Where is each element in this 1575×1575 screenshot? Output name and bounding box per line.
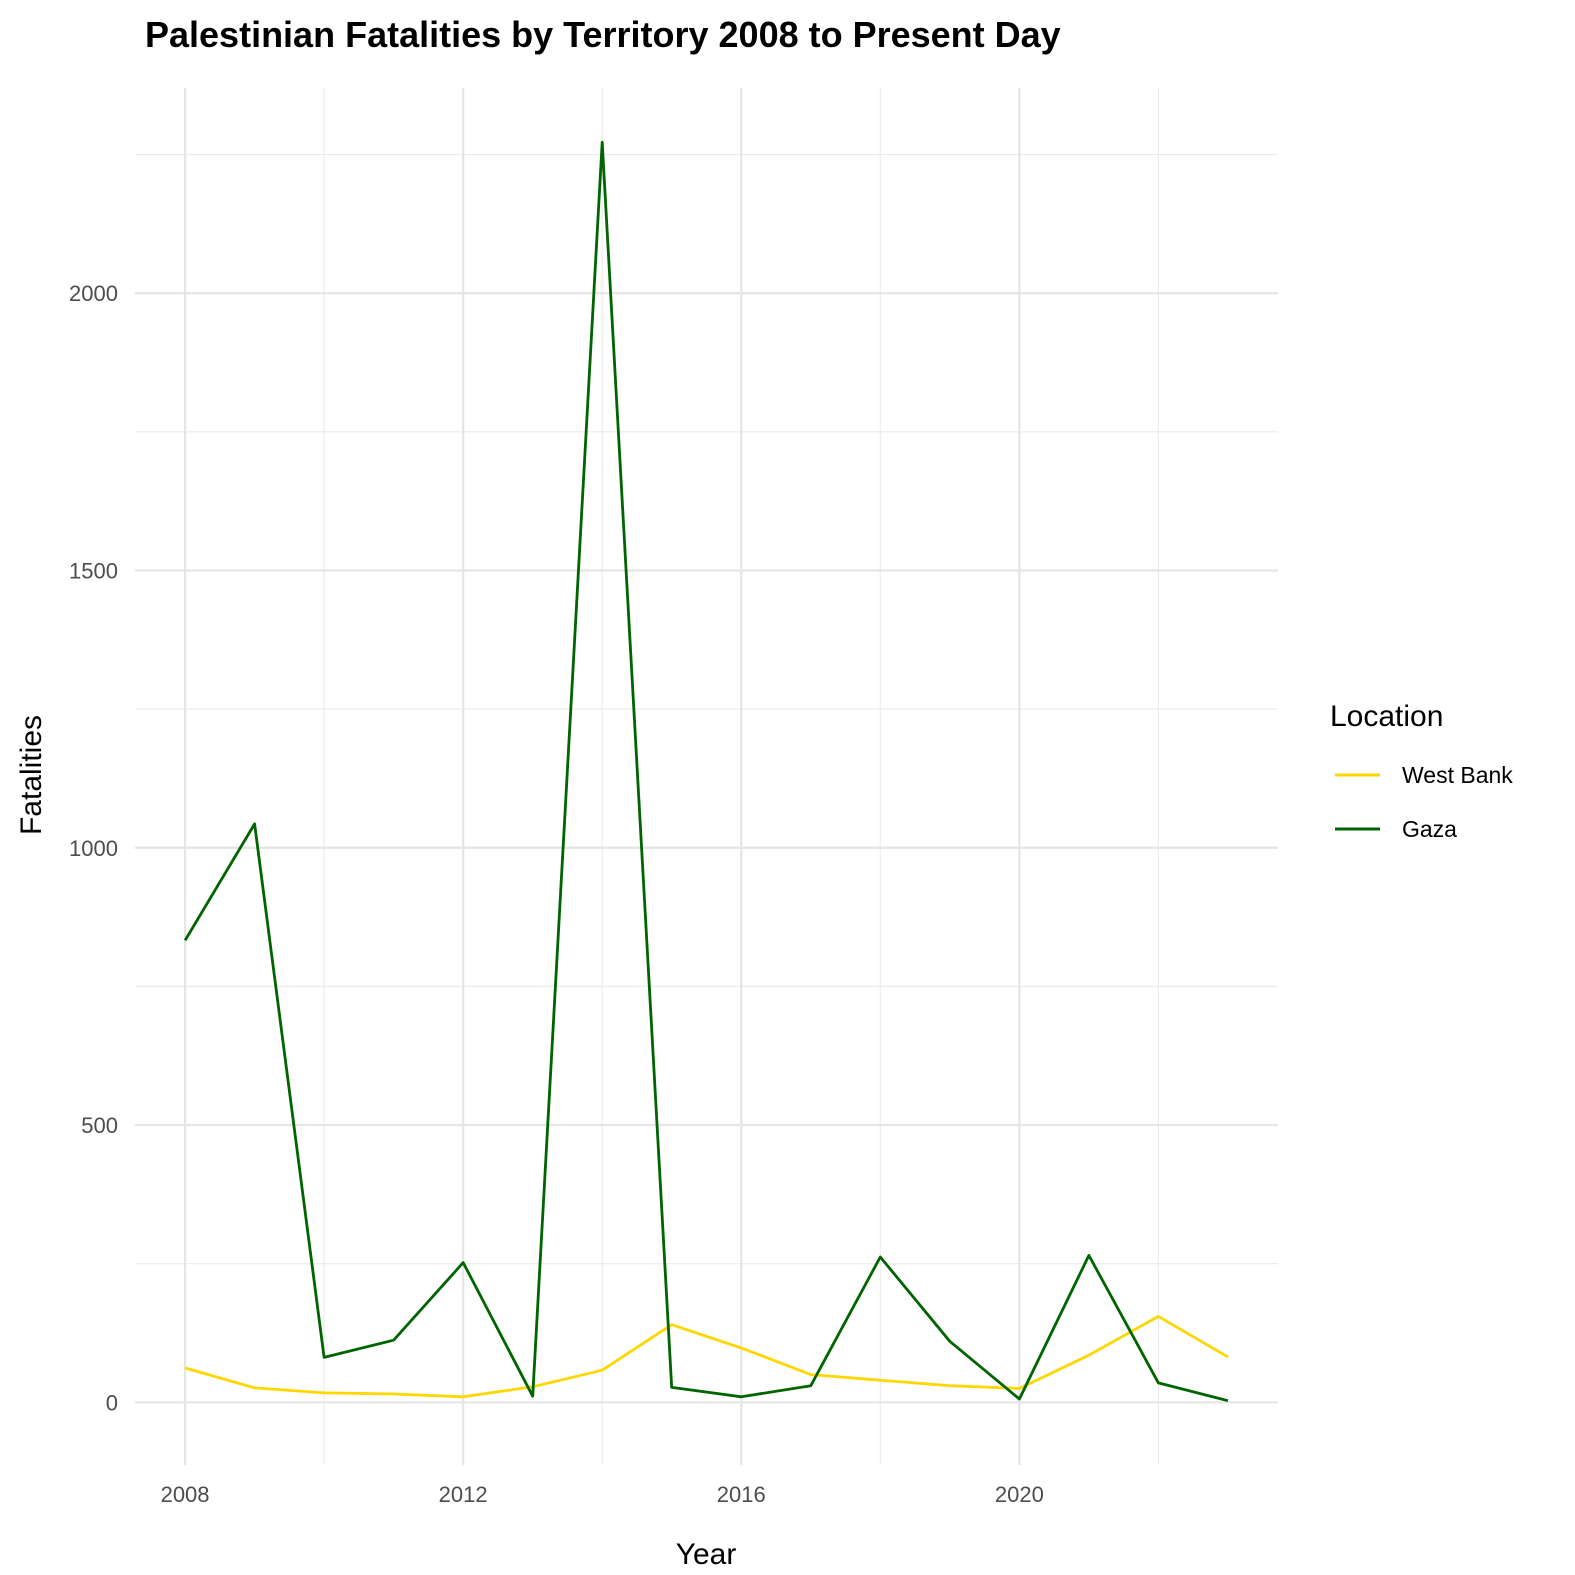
y-tick-label: 1500 bbox=[69, 558, 118, 583]
x-axis-label: Year bbox=[676, 1538, 737, 1571]
x-axis-ticks: 2008 2012 2016 2020 bbox=[161, 1482, 1044, 1507]
y-tick-label: 2000 bbox=[69, 281, 118, 306]
grid bbox=[135, 88, 1278, 1465]
y-tick-label: 1000 bbox=[69, 836, 118, 861]
series-line-west-bank bbox=[184, 1315, 1229, 1399]
y-tick-label: 500 bbox=[81, 1113, 118, 1138]
y-tick-label: 0 bbox=[106, 1390, 118, 1415]
series-line-gaza bbox=[183, 140, 1229, 1403]
series-lines bbox=[183, 140, 1229, 1403]
y-axis-ticks: 0 500 1000 1500 2000 bbox=[69, 281, 118, 1415]
legend-label: Gaza bbox=[1402, 816, 1457, 842]
legend: Location West Bank Gaza bbox=[1330, 700, 1513, 842]
x-tick-label: 2008 bbox=[161, 1482, 210, 1507]
legend-title: Location bbox=[1330, 700, 1443, 733]
y-axis-label: Fatalities bbox=[15, 715, 48, 835]
x-tick-label: 2020 bbox=[995, 1482, 1044, 1507]
chart-title: Palestinian Fatalities by Territory 2008… bbox=[145, 14, 1061, 55]
legend-label: West Bank bbox=[1402, 762, 1513, 788]
x-tick-label: 2016 bbox=[717, 1482, 766, 1507]
x-tick-label: 2012 bbox=[439, 1482, 488, 1507]
